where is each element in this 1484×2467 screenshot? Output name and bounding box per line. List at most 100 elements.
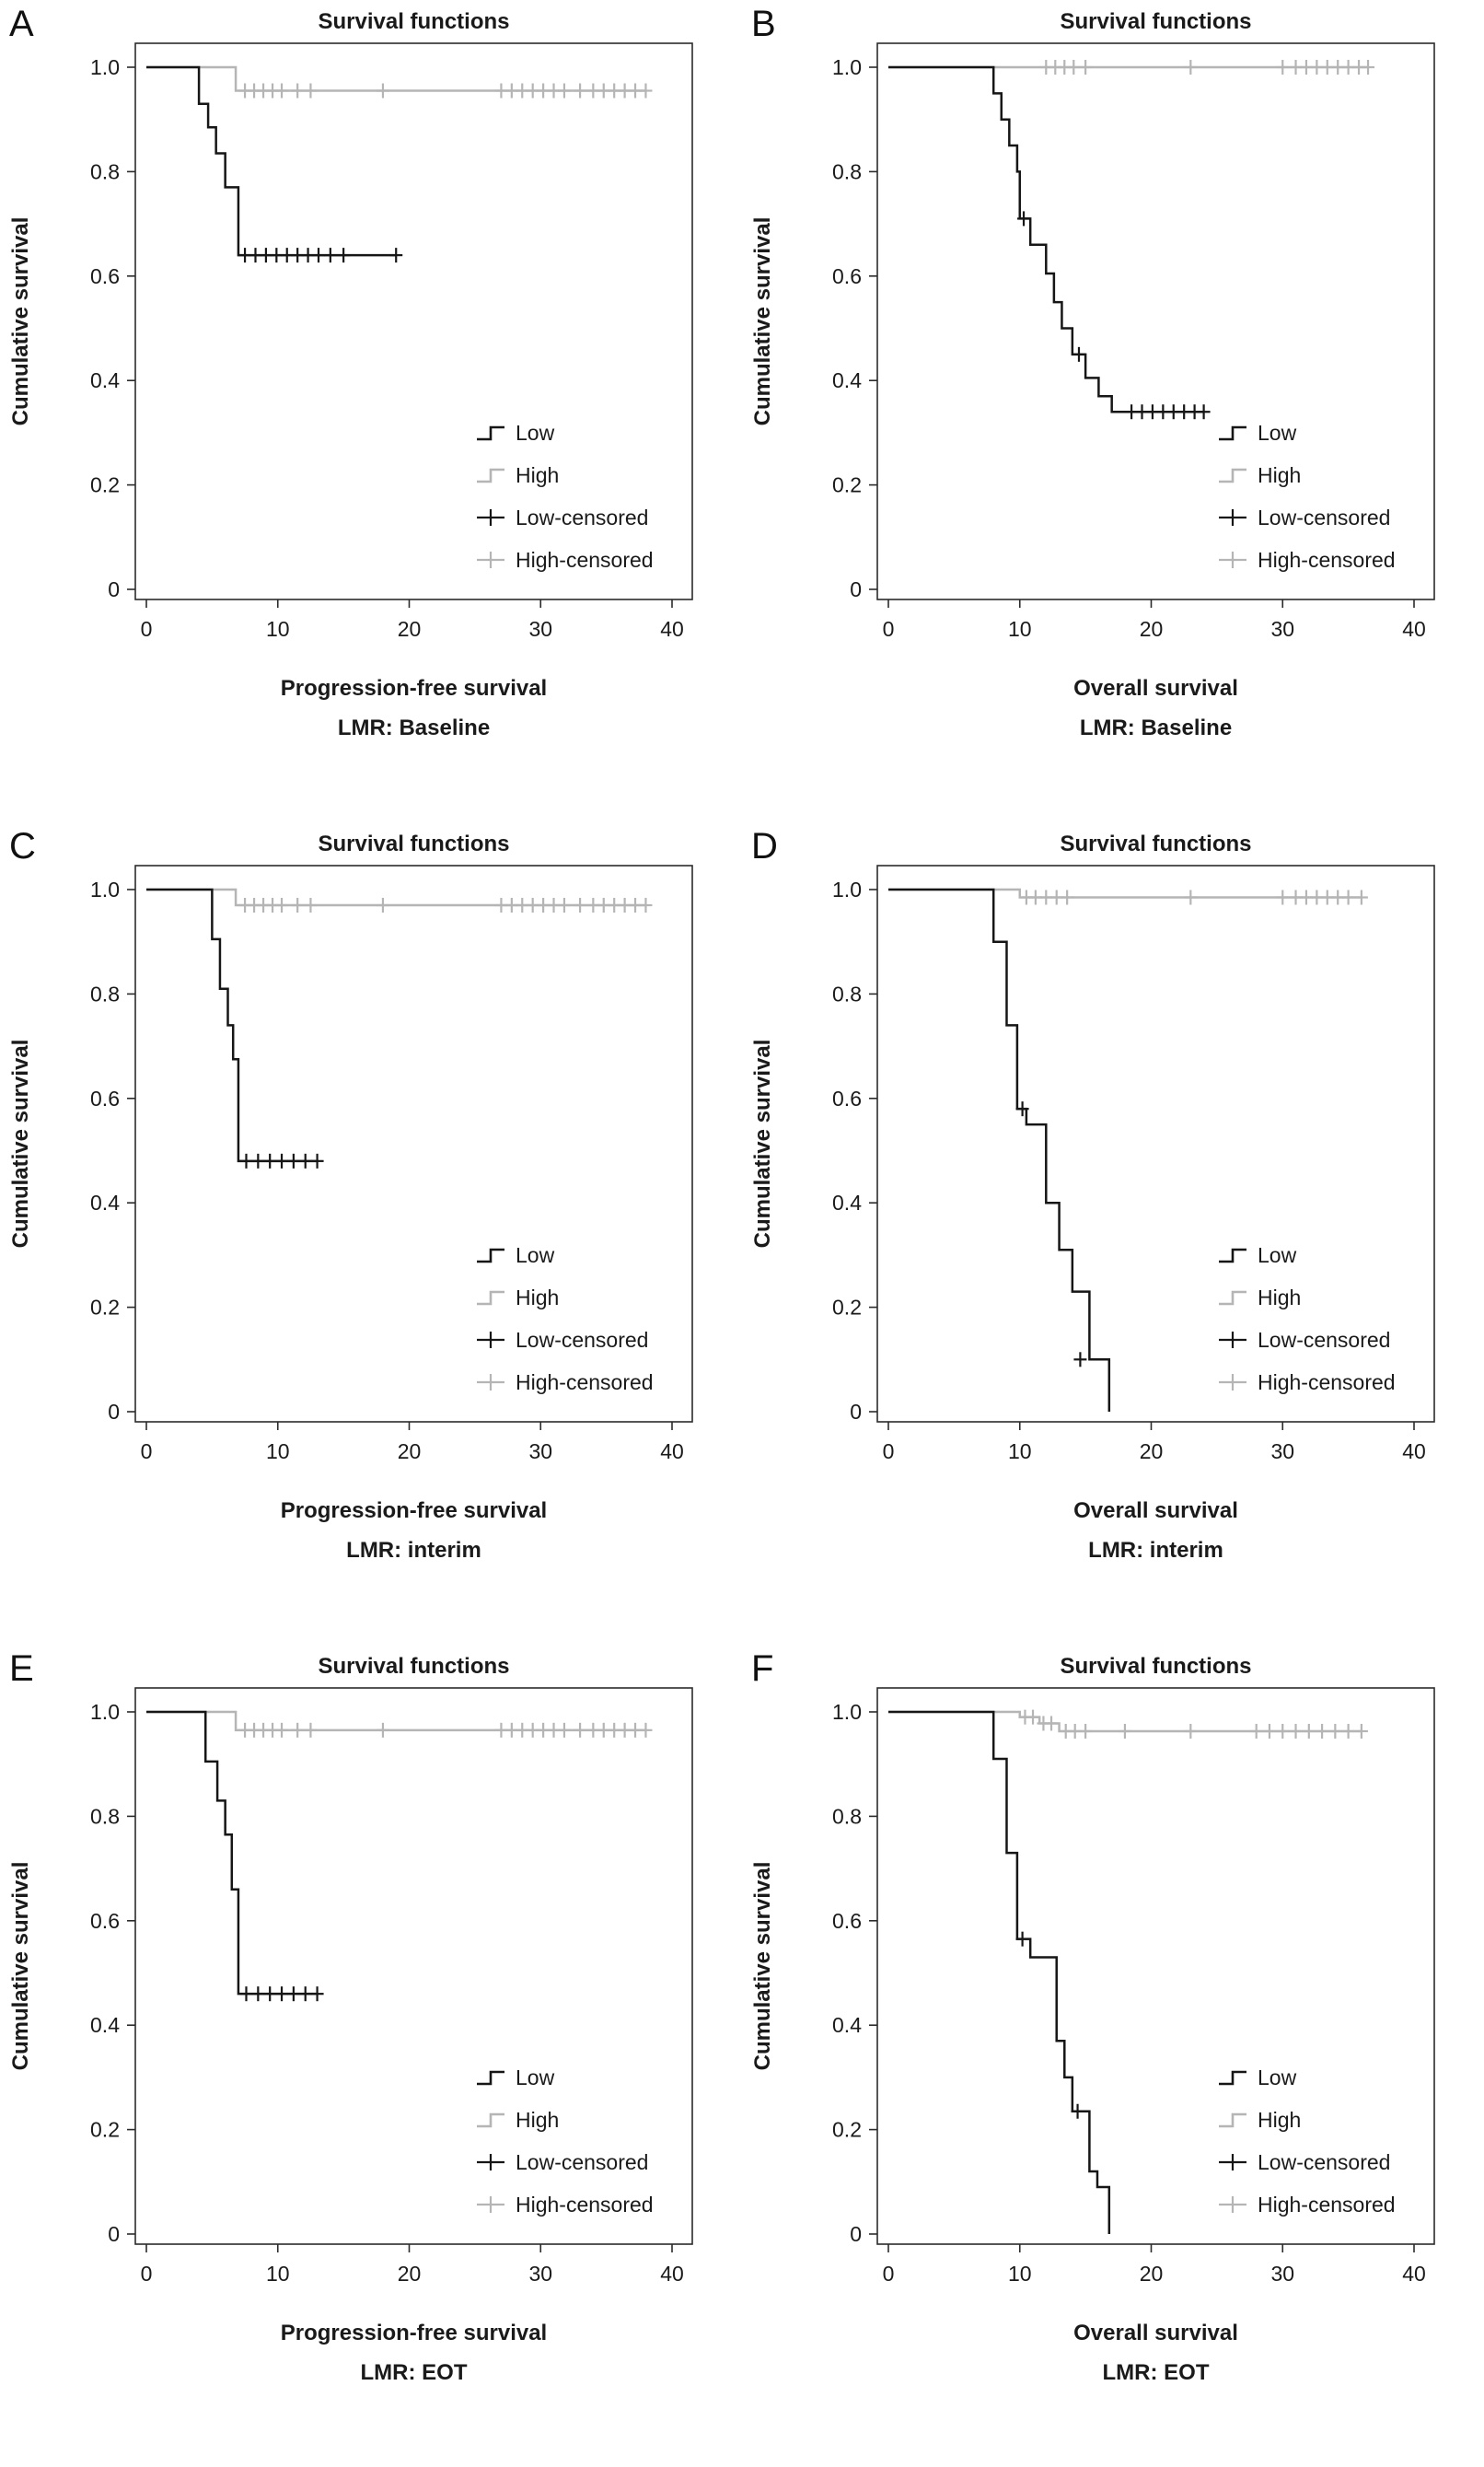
legend-line-symbol <box>477 2112 504 2128</box>
plot-frame <box>134 865 693 1423</box>
panel-letter-b: B <box>751 4 776 44</box>
y-axis-label: Cumulative survival <box>8 217 33 426</box>
plot-frame <box>876 865 1435 1423</box>
panel-e: E Survival functions 1.0 0.8 0.6 0.4 0.2 0 0 10 2… <box>0 1645 742 2467</box>
chart-title: Survival functions <box>1060 832 1251 856</box>
y-tick-label: 0.8 <box>90 159 120 183</box>
legend-label: High <box>516 1286 559 1309</box>
legend-label: Low-censored <box>516 506 648 529</box>
y-tick-label: 0 <box>850 577 862 601</box>
y-tick-label: 0.2 <box>90 473 120 497</box>
survival-curve-low <box>888 888 1111 1412</box>
y-axis-label: Cumulative survival <box>8 1040 33 1249</box>
x-tick-label: 20 <box>398 2262 422 2286</box>
x-tick-label: 20 <box>398 617 422 641</box>
survival-curve-high <box>146 1710 646 1732</box>
x-tick-label: 0 <box>141 617 153 641</box>
survival-curve-low <box>146 1710 318 1996</box>
x-axis-sublabel: LMR: EOT <box>1103 2360 1210 2385</box>
legend-label: High-censored <box>1258 1370 1396 1394</box>
panel-letter-c: C <box>9 826 36 867</box>
survival-curve-low <box>888 1710 1111 2234</box>
y-axis-label: Cumulative survival <box>750 1040 775 1249</box>
y-tick-label: 0 <box>108 1400 120 1424</box>
survival-curve-high <box>146 888 646 907</box>
panel-letter-a: A <box>9 4 34 44</box>
y-tick-label: 1.0 <box>832 1700 862 1724</box>
y-tick-label: 0.8 <box>90 1804 120 1828</box>
panel-f: F Survival functions 1.0 0.8 0.6 0.4 0.2 0 0 10 2… <box>742 1645 1484 2467</box>
x-tick-label: 30 <box>1270 1439 1294 1463</box>
x-tick-label: 10 <box>266 2262 290 2286</box>
x-tick-label: 20 <box>1140 617 1164 641</box>
survival-curve-low <box>146 888 318 1163</box>
x-tick-label: 10 <box>1008 617 1032 641</box>
legend-label: Low-censored <box>516 2150 648 2174</box>
x-tick-label: 30 <box>528 617 552 641</box>
legend-label: Low <box>1258 2066 1297 2089</box>
y-tick-label: 0 <box>850 1400 862 1424</box>
km-chart-pfs-baseline: Survival functions 1.0 0.8 0.6 0.4 0.2 00 10 20 3… <box>8 9 693 740</box>
y-tick-label: 0.6 <box>90 1087 120 1111</box>
plot-frame <box>134 42 693 600</box>
km-chart-pfs-eot: Survival functions 1.0 0.8 0.6 0.4 0.2 00 10 20 3… <box>8 1654 693 2385</box>
legend-line-symbol <box>1219 425 1246 441</box>
legend-line-symbol <box>1219 1290 1246 1306</box>
km-chart-os-interim: Survival functions 1.0 0.8 0.6 0.4 0.2 00 10 20 3… <box>750 832 1435 1563</box>
survival-curve-high <box>888 1710 1362 1733</box>
survival-curve-high <box>146 65 646 92</box>
y-tick-label: 1.0 <box>832 55 862 79</box>
survival-curve-high <box>888 888 1362 899</box>
y-tick-label: 0.2 <box>832 1296 862 1320</box>
y-tick-label: 0.6 <box>90 264 120 288</box>
panel-letter-e: E <box>9 1648 34 1689</box>
x-axis-sublabel: LMR: Baseline <box>1080 716 1232 740</box>
y-tick-label: 0.4 <box>832 1191 862 1215</box>
x-tick-label: 20 <box>1140 1439 1164 1463</box>
legend-line-symbol <box>1219 1248 1246 1263</box>
legend-line-symbol <box>477 1290 504 1306</box>
x-tick-label: 10 <box>1008 1439 1032 1463</box>
y-tick-label: 0.6 <box>832 1909 862 1933</box>
y-tick-label: 0.8 <box>90 982 120 1006</box>
y-tick-label: 0 <box>108 577 120 601</box>
chart-title: Survival functions <box>318 9 509 34</box>
y-axis-label: Cumulative survival <box>8 1862 33 2071</box>
x-axis-label: Overall survival <box>1073 1498 1238 1523</box>
x-tick-label: 40 <box>1402 2262 1426 2286</box>
x-tick-label: 20 <box>1140 2262 1164 2286</box>
y-tick-label: 0.6 <box>832 1087 862 1111</box>
legend-line-symbol <box>1219 2112 1246 2128</box>
y-tick-label: 1.0 <box>90 878 120 902</box>
panel-c: C Survival functions 1.0 0.8 0.6 0.4 0.2 0 0 10 2… <box>0 822 742 1645</box>
y-tick-label: 1.0 <box>90 1700 120 1724</box>
x-axis-label: Progression-free survival <box>281 1498 547 1523</box>
x-tick-label: 30 <box>528 2262 552 2286</box>
chart-title: Survival functions <box>1060 1654 1251 1679</box>
x-tick-label: 10 <box>266 617 290 641</box>
y-tick-label: 0.8 <box>832 159 862 183</box>
x-tick-label: 30 <box>1270 617 1294 641</box>
km-chart-os-eot: Survival functions 1.0 0.8 0.6 0.4 0.2 00 10 20 3… <box>750 1654 1435 2385</box>
legend-label: Low <box>1258 1243 1297 1267</box>
x-tick-label: 0 <box>883 617 895 641</box>
chart-title: Survival functions <box>1060 9 1251 34</box>
x-axis-sublabel: LMR: interim <box>346 1538 481 1563</box>
y-tick-label: 0.4 <box>90 368 120 392</box>
panel-letter-f: F <box>751 1648 774 1689</box>
y-tick-label: 0.4 <box>90 2013 120 2037</box>
x-axis-label: Progression-free survival <box>281 2321 547 2345</box>
km-chart-os-baseline: Survival functions 1.0 0.8 0.6 0.4 0.2 00 10 20 3… <box>750 9 1435 740</box>
legend-label: High <box>1258 463 1301 487</box>
survival-curve-low <box>146 65 397 257</box>
legend-label: Low <box>516 2066 555 2089</box>
x-tick-label: 30 <box>1270 2262 1294 2286</box>
legend-label: Low <box>516 421 555 445</box>
x-tick-label: 0 <box>141 2262 153 2286</box>
x-tick-label: 0 <box>141 1439 153 1463</box>
plot-frame <box>876 1687 1435 2245</box>
x-tick-label: 0 <box>883 2262 895 2286</box>
legend-label: High <box>516 463 559 487</box>
y-tick-label: 0.4 <box>90 1191 120 1215</box>
survival-curve-low <box>888 65 1204 413</box>
